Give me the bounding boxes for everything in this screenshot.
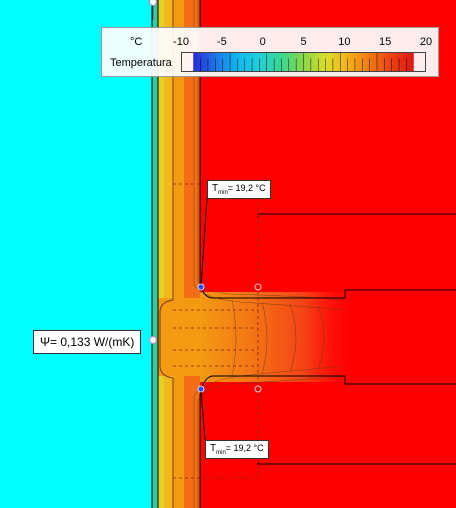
tmin-top-callout: Tmin= 19,2 °C: [207, 180, 271, 199]
legend-tick-label: 5: [300, 36, 307, 48]
exterior-zone: [0, 0, 152, 508]
insulation-layer-inner: [174, 0, 184, 508]
insulation-layer-mid: [164, 0, 174, 508]
tmin-bottom-callout: Tmin= 19,2 °C: [205, 440, 269, 459]
section-pointer-handle[interactable]: [149, 0, 157, 6]
interior-zone: [200, 0, 456, 508]
tmin-bottom-value: = 19,2 °C: [225, 443, 264, 453]
tmin-top-subscript: min: [218, 189, 228, 196]
legend-tick-label: 15: [379, 36, 392, 48]
tmin-top-marker[interactable]: [197, 283, 205, 291]
psi-marker[interactable]: [149, 336, 157, 344]
tmin-top-symbol: T: [212, 183, 219, 194]
masonry-layer: [184, 0, 200, 508]
slab-bridge-gradient: [200, 292, 350, 382]
legend-tick-label: -10: [173, 36, 189, 48]
legend-tick-label: 0: [259, 36, 266, 48]
tmin-top-leader: [200, 197, 208, 288]
tmin-bottom-marker[interactable]: [197, 385, 205, 393]
exterior-render-layer: [152, 0, 158, 508]
legend-tick-label: 20: [419, 36, 433, 48]
legend-tick-label: 10: [338, 36, 351, 48]
tmin-top-value: = 19,2 °C: [227, 183, 266, 193]
insulation-layer-outer: [158, 0, 164, 508]
tmin-bottom-leader: [200, 388, 206, 441]
tmin-bottom-subscript: min: [216, 449, 226, 456]
probe-point-top[interactable]: [254, 283, 262, 291]
legend-color-scale: [181, 52, 426, 72]
temperature-legend: °C Temperatura -10 -5 0 5 10 15 20: [101, 27, 439, 77]
legend-title: Temperatura: [110, 57, 172, 69]
tmin-bottom-symbol: T: [210, 443, 217, 454]
psi-value-callout: Ψ= 0,133 W/(mK): [33, 330, 142, 354]
legend-unit: °C: [130, 36, 143, 48]
probe-point-bottom[interactable]: [254, 385, 262, 393]
legend-tick-label: -5: [216, 36, 227, 48]
